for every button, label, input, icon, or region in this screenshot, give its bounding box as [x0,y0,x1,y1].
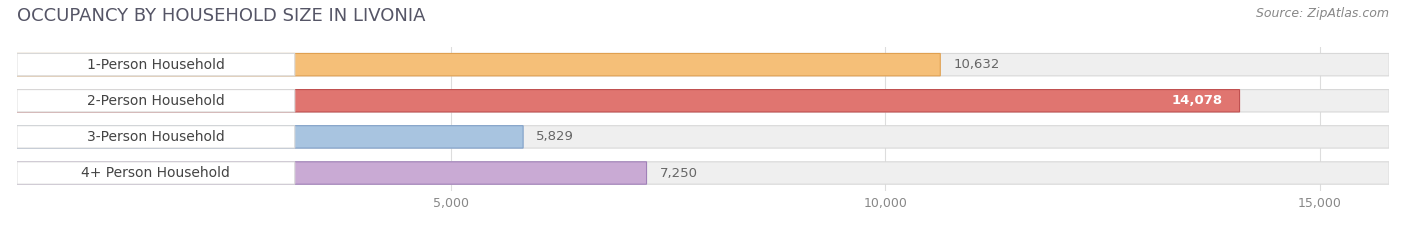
FancyBboxPatch shape [17,162,647,184]
FancyBboxPatch shape [17,126,1389,148]
FancyBboxPatch shape [17,53,295,76]
FancyBboxPatch shape [17,89,295,112]
FancyBboxPatch shape [17,53,941,76]
Text: OCCUPANCY BY HOUSEHOLD SIZE IN LIVONIA: OCCUPANCY BY HOUSEHOLD SIZE IN LIVONIA [17,7,426,25]
Text: 14,078: 14,078 [1171,94,1222,107]
FancyBboxPatch shape [17,53,1389,76]
FancyBboxPatch shape [17,162,295,184]
Text: 7,250: 7,250 [659,167,697,179]
Text: Source: ZipAtlas.com: Source: ZipAtlas.com [1256,7,1389,20]
Text: 3-Person Household: 3-Person Household [87,130,225,144]
FancyBboxPatch shape [17,126,523,148]
Text: 1-Person Household: 1-Person Household [87,58,225,72]
Text: 10,632: 10,632 [953,58,1000,71]
Text: 2-Person Household: 2-Person Household [87,94,225,108]
FancyBboxPatch shape [17,89,1389,112]
Text: 4+ Person Household: 4+ Person Household [82,166,231,180]
FancyBboxPatch shape [17,89,1240,112]
Text: 5,829: 5,829 [536,130,574,143]
FancyBboxPatch shape [17,126,295,148]
FancyBboxPatch shape [17,162,1389,184]
